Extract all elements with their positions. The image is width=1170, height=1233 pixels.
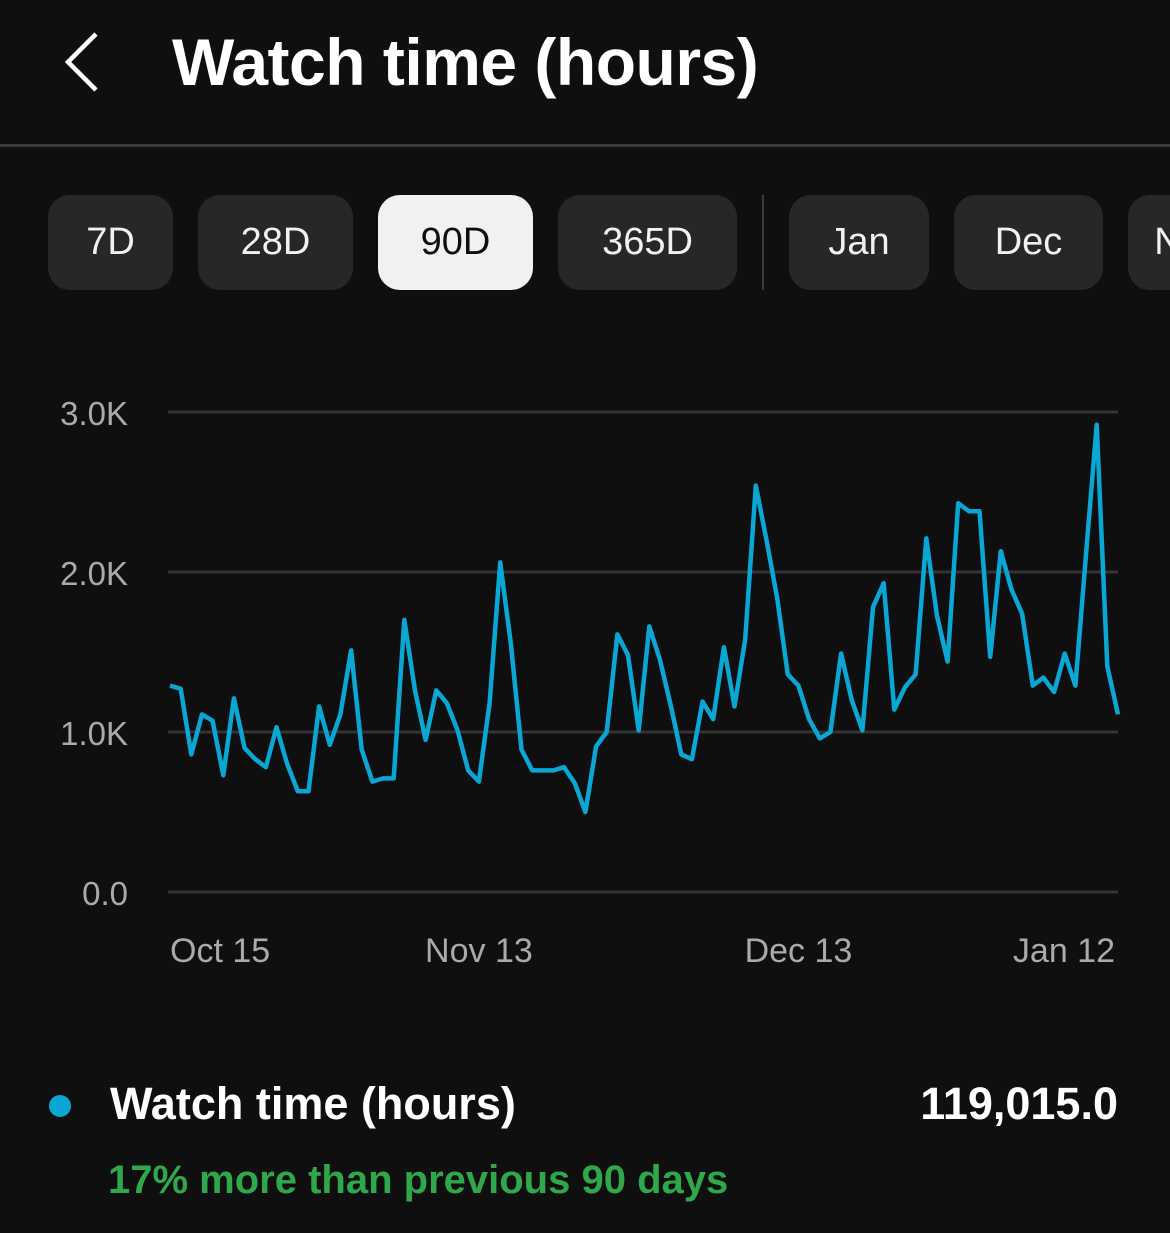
total-value: 119,015.0 [920, 1078, 1118, 1129]
chip-365d[interactable]: 365D [558, 195, 737, 290]
y-tick-label: 1.0K [60, 715, 128, 752]
watch-time-series-line [169, 422, 1121, 815]
x-tick-label: Dec 13 [745, 932, 853, 970]
date-range-chips: 7D 28D 90D 365D Jan Dec Nov [0, 195, 1170, 291]
legend-dot [49, 1095, 71, 1117]
chip-separator [762, 195, 764, 290]
comparison-text: 17% more than previous 90 days [108, 1158, 729, 1202]
chip-dec[interactable]: Dec [954, 195, 1103, 290]
chip-nov[interactable]: Nov [1128, 195, 1170, 290]
chevron-left-icon [64, 32, 98, 92]
y-tick-label: 0.0 [82, 875, 128, 912]
x-tick-label: Oct 15 [170, 932, 270, 970]
chip-7d[interactable]: 7D [48, 195, 173, 290]
chip-jan[interactable]: Jan [789, 195, 929, 290]
legend-label: Watch time (hours) [110, 1078, 516, 1129]
y-tick-label: 2.0K [60, 555, 128, 592]
header: Watch time (hours) [0, 0, 1170, 147]
back-button[interactable] [60, 30, 110, 94]
x-tick-label: Jan 12 [1013, 932, 1115, 970]
x-tick-label: Nov 13 [425, 932, 533, 970]
chip-28d[interactable]: 28D [198, 195, 353, 290]
page-title: Watch time (hours) [172, 25, 759, 99]
chip-90d[interactable]: 90D [378, 195, 533, 290]
line-chart: 0.0 1.0K 2.0K 3.0K Oct 15 Nov 13 Dec 13 Jan 12 [60, 395, 1121, 970]
y-tick-label: 3.0K [60, 395, 128, 432]
